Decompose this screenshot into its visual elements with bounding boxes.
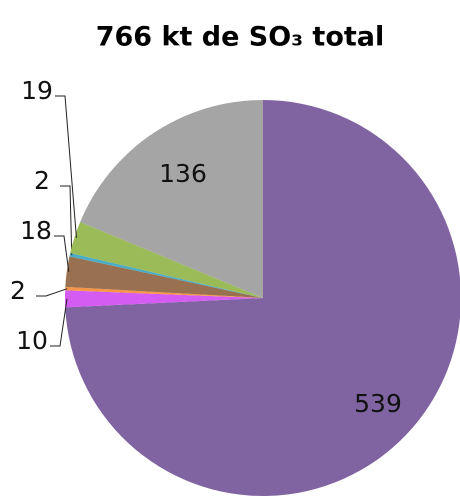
data-label: 136: [159, 159, 207, 188]
pie-slice: [70, 222, 263, 298]
leader-line: [55, 95, 77, 238]
pie-slice: [65, 286, 263, 298]
pie-slice: [65, 100, 460, 496]
leader-line: [60, 185, 73, 256]
leader-line: [36, 288, 68, 297]
leader-line: [50, 298, 68, 347]
data-label: 539: [354, 389, 402, 418]
data-label: 10: [16, 326, 48, 355]
pie-slice: [65, 256, 264, 298]
chart-title: 766 kt de SO₃ total: [96, 22, 385, 53]
data-label: 18: [20, 216, 52, 245]
data-label: 19: [21, 76, 53, 105]
pie-slice: [80, 100, 263, 298]
pie-slice: [65, 290, 263, 308]
data-label: 2: [10, 276, 26, 305]
data-label: 2: [34, 166, 50, 195]
leader-line: [54, 235, 70, 272]
pie-slice: [69, 252, 263, 298]
